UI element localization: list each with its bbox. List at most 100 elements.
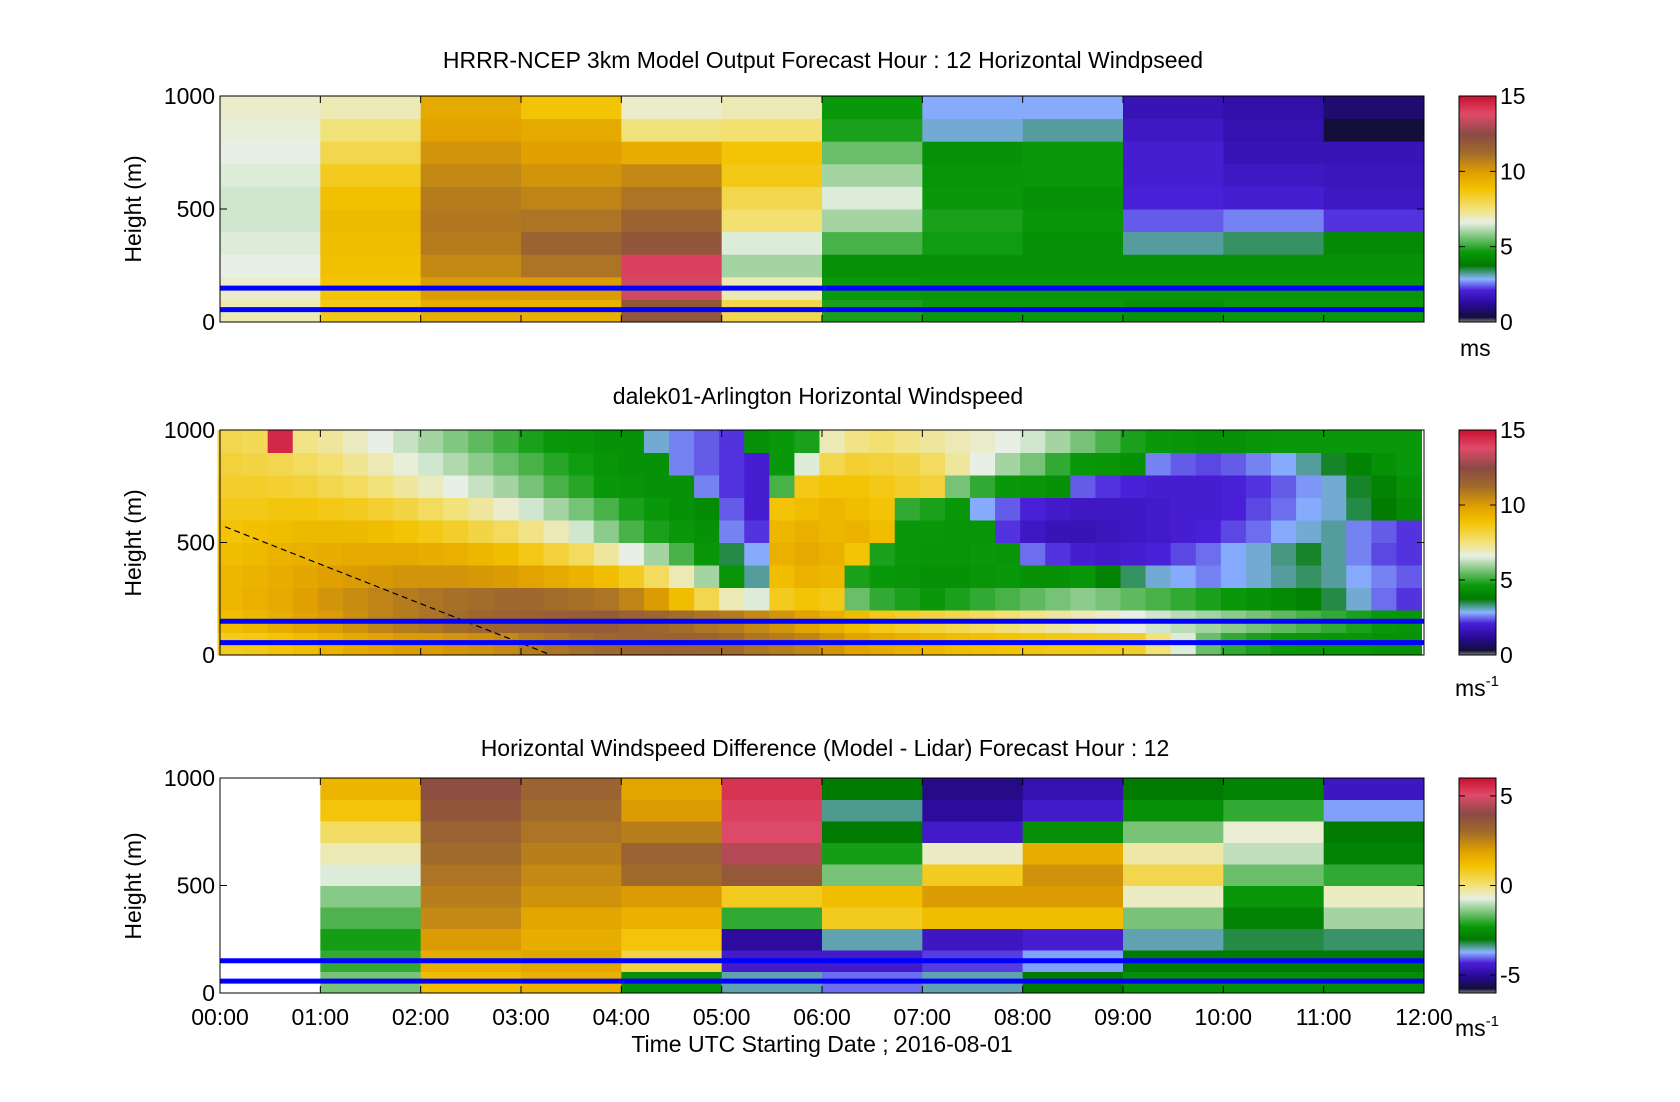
lidar-cell — [1170, 430, 1197, 453]
y-tick-label: 500 — [177, 873, 215, 899]
heatmap-cell — [1223, 821, 1325, 843]
lidar-cell — [1346, 475, 1372, 498]
lidar-cell — [819, 542, 846, 566]
lidar-cell — [1296, 475, 1322, 498]
lidar-cell — [1020, 587, 1046, 611]
lidar-cell — [367, 497, 394, 521]
lidar-cell — [1170, 542, 1197, 566]
lidar-cell — [317, 430, 344, 453]
lidar-cell — [819, 452, 846, 476]
lidar-cell — [618, 475, 645, 498]
lidar-cell — [568, 475, 595, 498]
lidar-cell — [969, 430, 996, 453]
lidar-cell — [1045, 542, 1071, 566]
lidar-cell — [468, 587, 494, 611]
heatmap-cell — [1223, 928, 1325, 951]
heatmap-cell — [621, 778, 723, 800]
heatmap-cell — [1323, 907, 1425, 929]
model-x-ticks — [219, 96, 1425, 322]
lidar-cell — [443, 452, 469, 476]
lidar-cell — [819, 475, 846, 498]
model-colorbar-unit: ms — [1460, 335, 1491, 361]
heatmap-cell — [1123, 254, 1224, 278]
lidar-cell — [1145, 430, 1172, 453]
heatmap-cell — [721, 928, 823, 951]
lidar-cell — [317, 587, 344, 611]
lidar-cell — [468, 497, 494, 521]
lidar-cell — [618, 565, 645, 588]
lidar-cell — [342, 475, 369, 498]
lidar-cell — [944, 430, 971, 453]
lidar-cell — [1245, 542, 1272, 566]
lidar-cell — [267, 565, 294, 588]
heatmap-cell — [1323, 209, 1425, 233]
heatmap-cell — [1323, 885, 1425, 908]
lidar-colorbar-unit: ms-1 — [1455, 673, 1499, 701]
lidar-cell — [1245, 565, 1272, 588]
lidar-cell — [694, 565, 720, 588]
lidar-cell — [1296, 565, 1322, 588]
lidar-cell — [543, 430, 570, 453]
lidar-cell — [267, 430, 294, 453]
difference-y-axis: 0 500 1000 — [164, 765, 1424, 1006]
lidar-cell — [493, 520, 519, 543]
lidar-cell — [844, 587, 871, 611]
y-tick-label: 1000 — [164, 83, 215, 109]
heatmap-cell — [420, 209, 522, 233]
lidar-cell — [1045, 475, 1071, 498]
heatmap-cell — [420, 821, 522, 843]
lidar-cell — [443, 475, 469, 498]
colorbar-tick-label: -5 — [1500, 962, 1520, 988]
lidar-cell — [1321, 587, 1347, 611]
heatmap-cell — [922, 778, 1024, 800]
lidar-cell — [1296, 587, 1322, 611]
heatmap-cell — [822, 821, 923, 843]
lidar-cell — [819, 497, 846, 521]
heatmap-cell — [420, 864, 522, 886]
lidar-cell — [292, 452, 319, 476]
lidar-cell — [493, 452, 519, 476]
lidar-cell — [1070, 497, 1096, 521]
heatmap-cell — [822, 799, 923, 822]
x-tick-label: 09:00 — [1094, 1004, 1152, 1030]
heatmap-cell — [1323, 163, 1425, 187]
lidar-cell — [393, 475, 419, 498]
lidar-cell — [643, 520, 670, 543]
heatmap-cell — [320, 209, 422, 233]
lidar-cell — [869, 452, 896, 476]
lidar-cell — [1220, 587, 1247, 611]
heatmap-cell — [1123, 821, 1224, 843]
lidar-cell — [794, 430, 820, 453]
lidar-cell — [643, 497, 670, 521]
lidar-cell — [493, 430, 519, 453]
lidar-cell — [969, 587, 996, 611]
lidar-cell — [1321, 475, 1347, 498]
lidar-cell — [468, 565, 494, 588]
lidar-cell — [969, 542, 996, 566]
heatmap-cell — [1123, 885, 1224, 908]
heatmap-cell — [1323, 864, 1425, 886]
heatmap-cell — [1123, 864, 1224, 886]
heatmap-cell — [621, 842, 723, 865]
colorbar-tick-label: 5 — [1500, 234, 1513, 260]
heatmap-cell — [1022, 254, 1124, 278]
lidar-cell — [794, 475, 820, 498]
lidar-cell — [995, 520, 1021, 543]
lidar-cell — [1145, 497, 1172, 521]
lidar-cell — [618, 542, 645, 566]
lidar-cell — [1396, 497, 1422, 521]
time-axis-label: Time UTC Starting Date ; 2016-08-01 — [631, 1031, 1012, 1057]
lidar-cell — [418, 475, 444, 498]
heatmap-cell — [320, 141, 422, 165]
heatmap-cell — [420, 254, 522, 278]
heatmap-cell — [721, 821, 823, 843]
lidar-cell — [292, 565, 319, 588]
lidar-cell — [1170, 497, 1197, 521]
difference-panel: Horizontal Windspeed Difference (Model -… — [120, 735, 1520, 1057]
heatmap-cell — [220, 163, 321, 187]
lidar-cell — [1145, 520, 1172, 543]
lidar-cell — [217, 542, 244, 566]
colorbar-tick-label: 15 — [1500, 83, 1526, 109]
heatmap-cell — [1223, 885, 1325, 908]
lidar-cell — [1095, 430, 1121, 453]
